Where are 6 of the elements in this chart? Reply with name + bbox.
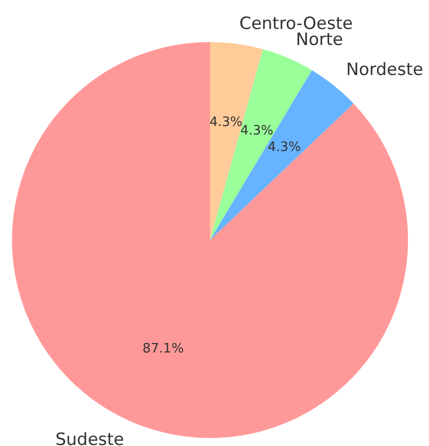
data-label: 4.3% xyxy=(209,114,243,130)
data-label: 87.1% xyxy=(142,342,184,357)
slice-label: Nordeste xyxy=(346,60,424,80)
data-label: 4.3% xyxy=(268,140,301,155)
slice-label: Sudeste xyxy=(55,430,124,446)
slice-label: Norte xyxy=(296,30,344,50)
